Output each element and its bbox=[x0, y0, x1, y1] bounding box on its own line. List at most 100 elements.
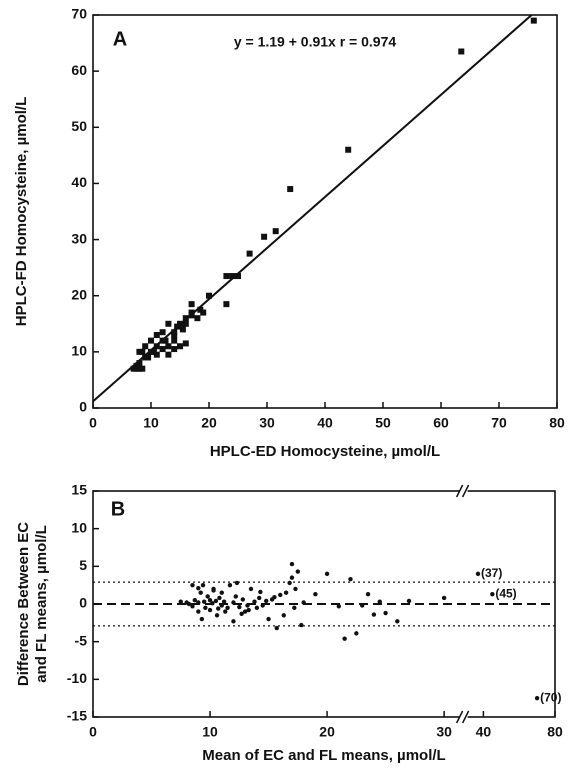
point bbox=[395, 619, 400, 624]
y-tick-label: 50 bbox=[71, 118, 87, 134]
x-tick-label: 50 bbox=[375, 415, 391, 431]
point bbox=[207, 598, 213, 603]
point bbox=[287, 580, 292, 586]
point bbox=[283, 590, 289, 595]
panel-label: B bbox=[111, 498, 125, 520]
point bbox=[223, 273, 230, 280]
point bbox=[227, 582, 233, 588]
point bbox=[179, 326, 186, 333]
point bbox=[272, 228, 279, 235]
point bbox=[254, 605, 260, 610]
point bbox=[223, 609, 228, 614]
x-tick-label: 0 bbox=[89, 724, 97, 740]
y-tick-label: 30 bbox=[71, 230, 87, 246]
point bbox=[348, 576, 353, 582]
point bbox=[192, 598, 198, 603]
point bbox=[234, 580, 240, 586]
point bbox=[171, 337, 178, 344]
outlier-label: (70) bbox=[540, 690, 561, 704]
point bbox=[211, 588, 216, 593]
point bbox=[406, 598, 412, 604]
point bbox=[235, 273, 241, 280]
point bbox=[139, 365, 146, 372]
point bbox=[260, 603, 265, 608]
point bbox=[252, 599, 257, 604]
x-tick-label: 10 bbox=[143, 415, 159, 431]
point bbox=[171, 346, 178, 353]
point bbox=[159, 337, 166, 344]
point bbox=[188, 301, 195, 308]
point bbox=[203, 605, 208, 610]
x-tick-label: 30 bbox=[259, 415, 275, 431]
point bbox=[272, 595, 277, 600]
point bbox=[217, 595, 222, 601]
x-tick-label: 70 bbox=[491, 415, 507, 431]
point bbox=[383, 610, 388, 616]
point bbox=[142, 343, 149, 350]
y-tick-label: -10 bbox=[67, 670, 87, 686]
axis-break bbox=[455, 710, 464, 724]
outlier-point bbox=[475, 571, 481, 577]
point bbox=[239, 611, 244, 616]
y-axis-label: HPLC-FD Homocysteine, µmol/L bbox=[13, 97, 30, 327]
axis-break bbox=[461, 710, 470, 724]
point bbox=[148, 337, 154, 344]
point bbox=[287, 186, 294, 193]
point bbox=[178, 599, 183, 604]
axis-break bbox=[461, 484, 470, 498]
outlier-label: (45) bbox=[495, 586, 516, 600]
y-tick-label: 15 bbox=[71, 482, 87, 498]
axis-break bbox=[455, 484, 464, 498]
point bbox=[188, 312, 195, 319]
point bbox=[165, 320, 172, 327]
outlier-point bbox=[490, 592, 495, 597]
point bbox=[242, 609, 248, 614]
point bbox=[289, 575, 295, 580]
point bbox=[194, 315, 201, 322]
point bbox=[324, 571, 330, 577]
point bbox=[240, 597, 246, 602]
x-tick-label: 60 bbox=[433, 415, 449, 431]
point bbox=[342, 636, 347, 641]
point bbox=[182, 320, 189, 327]
point bbox=[233, 594, 238, 599]
outlier-point bbox=[534, 695, 540, 701]
point bbox=[295, 569, 301, 574]
point bbox=[205, 594, 210, 599]
x-tick-label: 40 bbox=[317, 415, 333, 431]
point bbox=[245, 603, 250, 608]
point bbox=[171, 329, 178, 336]
point bbox=[219, 603, 224, 608]
point bbox=[148, 348, 154, 355]
point bbox=[458, 48, 465, 55]
point bbox=[153, 332, 160, 339]
point bbox=[153, 343, 160, 350]
point bbox=[345, 146, 352, 153]
point bbox=[441, 595, 447, 601]
point bbox=[197, 306, 204, 313]
point bbox=[246, 250, 253, 257]
y-tick-label: -5 bbox=[75, 632, 88, 648]
y-tick-label: 5 bbox=[79, 557, 87, 573]
panel-label: A bbox=[113, 28, 127, 50]
y-axis-label: Difference Between EC bbox=[15, 522, 32, 686]
point bbox=[359, 603, 365, 608]
x-tick-label: 80 bbox=[547, 724, 563, 740]
point bbox=[174, 323, 181, 330]
axis-break-gap bbox=[459, 488, 468, 494]
point bbox=[281, 613, 286, 618]
point bbox=[196, 609, 201, 614]
point bbox=[354, 631, 359, 636]
point bbox=[190, 582, 195, 588]
point bbox=[206, 292, 212, 299]
y-tick-label: 60 bbox=[71, 62, 87, 78]
point bbox=[221, 599, 227, 604]
point bbox=[186, 601, 192, 607]
y-tick-label: 70 bbox=[71, 6, 87, 22]
point bbox=[153, 351, 160, 358]
x-axis-label: Mean of EC and FL means, µmol/L bbox=[202, 747, 445, 764]
x-axis-label: HPLC-ED Homocysteine, µmol/L bbox=[210, 443, 440, 460]
y-tick-label: 0 bbox=[79, 399, 87, 415]
point bbox=[266, 616, 271, 622]
